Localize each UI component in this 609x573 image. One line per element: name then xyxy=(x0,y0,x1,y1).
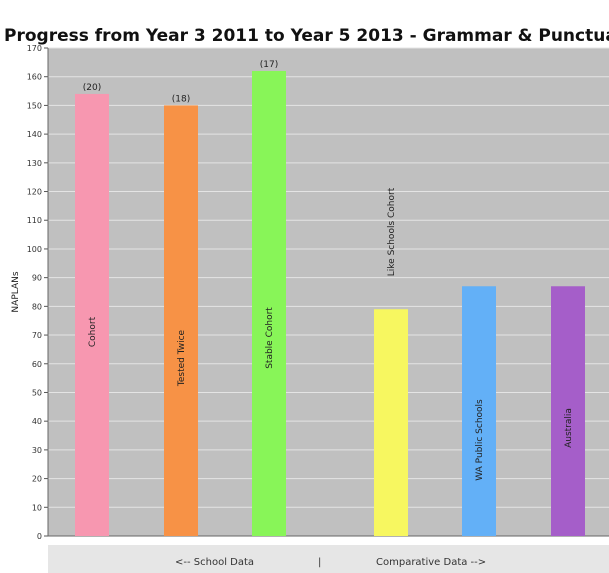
bar-6 xyxy=(551,286,585,536)
y-tick-label: 130 xyxy=(27,159,42,168)
y-tick-label: 160 xyxy=(27,73,42,82)
y-tick-label: 50 xyxy=(32,388,42,397)
bar-3 xyxy=(252,70,286,536)
y-tick-label: 90 xyxy=(32,274,42,283)
footer-bar xyxy=(48,545,609,573)
y-tick-label: 110 xyxy=(27,216,42,225)
category-label: Stable Cohort xyxy=(265,307,275,369)
y-tick-label: 150 xyxy=(27,101,42,110)
y-tick-label: 20 xyxy=(32,475,42,484)
category-label: Cohort xyxy=(88,316,98,347)
footer-separator: | xyxy=(318,557,322,568)
y-tick-label: 30 xyxy=(32,446,42,455)
category-label: Australia xyxy=(564,408,574,448)
y-tick-label: 70 xyxy=(32,331,42,340)
category-label: Tested Twice xyxy=(177,329,187,387)
category-label: Like Schools Cohort xyxy=(387,187,397,276)
bar-count-label: (17) xyxy=(260,60,278,70)
bar-count-label: (18) xyxy=(172,94,190,104)
bar-2 xyxy=(164,105,198,536)
bar-1 xyxy=(75,93,109,536)
y-tick-label: 80 xyxy=(32,302,42,311)
y-tick-label: 120 xyxy=(27,188,42,197)
school-data-label: <-- School Data xyxy=(175,557,255,568)
chart-title: Progress from Year 3 2011 to Year 5 2013… xyxy=(4,26,609,46)
comparative-data-label: Comparative Data --> xyxy=(376,557,487,568)
bar-count-label: (20) xyxy=(83,83,101,93)
y-tick-label: 140 xyxy=(27,130,42,139)
y-tick-label: 40 xyxy=(32,417,42,426)
y-tick-label: 60 xyxy=(32,360,42,369)
category-label: WA Public Schools xyxy=(475,399,485,481)
y-tick-label: 100 xyxy=(27,245,42,254)
y-axis-label: NAPLANs xyxy=(11,271,21,312)
y-tick-label: 0 xyxy=(37,532,42,541)
plot-area xyxy=(48,48,609,536)
bar-5 xyxy=(462,286,496,536)
y-tick-label: 10 xyxy=(32,503,42,512)
y-tick-label: 170 xyxy=(27,44,42,53)
bar-4 xyxy=(374,309,408,536)
